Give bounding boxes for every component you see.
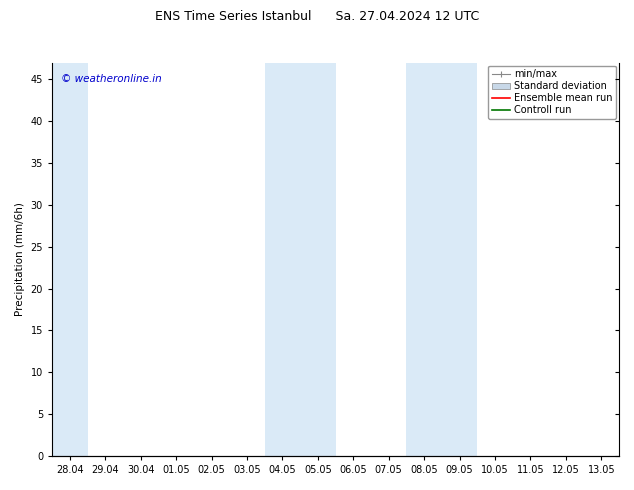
Text: ENS Time Series Istanbul      Sa. 27.04.2024 12 UTC: ENS Time Series Istanbul Sa. 27.04.2024 … bbox=[155, 10, 479, 23]
Bar bbox=[406, 63, 477, 456]
Y-axis label: Precipitation (mm/6h): Precipitation (mm/6h) bbox=[15, 202, 25, 316]
Bar bbox=[52, 63, 87, 456]
Text: © weatheronline.in: © weatheronline.in bbox=[61, 74, 161, 84]
Legend: min/max, Standard deviation, Ensemble mean run, Controll run: min/max, Standard deviation, Ensemble me… bbox=[488, 66, 616, 119]
Bar bbox=[264, 63, 335, 456]
